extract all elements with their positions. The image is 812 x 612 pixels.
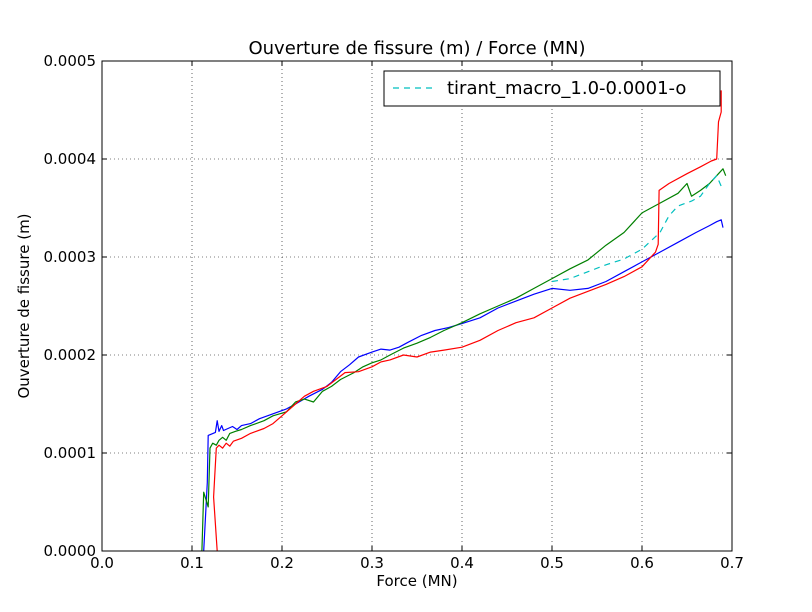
legend-label: tirant_macro_1.0-0.0001-o — [447, 78, 686, 99]
series-line-4 — [551, 175, 724, 283]
x-tick-label: 0.5 — [540, 554, 564, 572]
x-tick-label: 0.4 — [450, 554, 474, 572]
y-tick-label: 0.0001 — [44, 444, 97, 462]
tick-layer: 0.0 0.1 0.2 0.3 0.4 0.5 0.6 0.7 0.0000 0.0001 0.00… — [44, 52, 744, 572]
y-tick-label: 0.0003 — [44, 248, 97, 266]
x-tick-label: 0.1 — [180, 554, 204, 572]
y-axis-label: Ouverture de fissure (m) — [15, 213, 33, 398]
x-tick-label: 0.7 — [720, 554, 744, 572]
chart-title: Ouverture de fissure (m) / Force (MN) — [248, 38, 585, 59]
series-line-3 — [213, 90, 722, 551]
x-tick-label: 0.6 — [630, 554, 654, 572]
series-group — [201, 90, 727, 551]
series-line-2 — [201, 168, 727, 551]
series-line-1 — [203, 219, 724, 551]
y-tick-label: 0.0000 — [44, 542, 97, 560]
legend-entries: tirant_macro_1.0-0.0001-o — [393, 78, 686, 99]
x-tick-label: 0.0 — [90, 554, 114, 572]
legend-box — [383, 70, 721, 107]
x-axis-label: Force (MN) — [376, 572, 457, 590]
legend: tirant_macro_1.0-0.0001-o — [383, 70, 721, 107]
x-tick-label: 0.2 — [270, 554, 294, 572]
y-tick-label: 0.0004 — [44, 150, 97, 168]
x-tick-label: 0.3 — [360, 554, 384, 572]
y-tick-label: 0.0005 — [44, 52, 97, 70]
plot-frame — [101, 60, 733, 552]
y-tick-label: 0.0002 — [44, 346, 97, 364]
series-layer — [201, 90, 727, 551]
